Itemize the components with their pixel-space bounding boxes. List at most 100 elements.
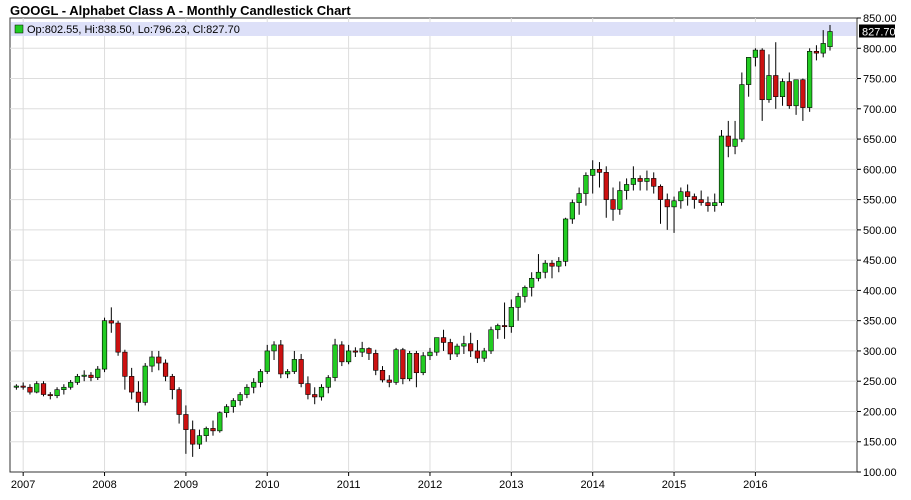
candle-body <box>705 202 711 206</box>
candle <box>305 376 311 400</box>
candle-body <box>725 135 731 147</box>
candle <box>779 78 786 106</box>
candle-body <box>590 169 596 176</box>
candle-body <box>156 356 162 364</box>
y-tick-label: 200.00 <box>863 406 897 418</box>
candle <box>752 48 759 67</box>
candle-body <box>210 428 216 432</box>
candle <box>766 54 772 103</box>
chart-title: GOOGL - Alphabet Class A - Monthly Candl… <box>10 3 351 18</box>
candle <box>793 79 799 115</box>
candle <box>271 341 277 361</box>
candle <box>820 30 826 58</box>
y-tick-label: 300.00 <box>863 346 897 358</box>
candle-body <box>610 199 616 210</box>
candle <box>68 379 74 390</box>
candle <box>196 429 203 449</box>
candle <box>359 341 365 357</box>
candle <box>47 392 53 400</box>
candle <box>115 320 121 356</box>
candle-body <box>529 277 535 288</box>
candle <box>434 337 440 356</box>
y-tick-label: 150.00 <box>863 437 897 449</box>
candle <box>698 190 704 206</box>
candle-body <box>420 355 426 374</box>
candle-body <box>339 344 345 363</box>
candle-body <box>251 382 257 388</box>
candle <box>678 187 684 209</box>
candle-body <box>305 383 311 395</box>
candle <box>386 375 392 388</box>
candle <box>637 175 643 191</box>
candle-body <box>630 178 636 185</box>
candle <box>190 420 196 457</box>
x-tick-label: 2007 <box>11 479 35 491</box>
candle <box>569 199 575 224</box>
candle-body <box>325 377 331 388</box>
y-tick-label: 800.00 <box>863 43 897 55</box>
candle <box>542 260 548 279</box>
candle-body <box>501 325 508 328</box>
candle <box>81 370 87 382</box>
candle <box>827 24 833 51</box>
candle <box>610 187 616 221</box>
candle-body <box>488 329 494 352</box>
y-tick-label: 100.00 <box>863 467 897 479</box>
x-tick-label: 2013 <box>499 479 523 491</box>
candle-body <box>169 376 175 390</box>
candle <box>481 347 487 362</box>
candle <box>122 349 128 390</box>
x-tick-label: 2015 <box>662 479 686 491</box>
candle <box>671 196 677 233</box>
candle <box>217 411 223 433</box>
candle-body <box>298 359 304 384</box>
candle <box>549 260 555 279</box>
candle-body <box>81 374 87 377</box>
candle <box>108 307 114 333</box>
candle-body <box>813 50 820 54</box>
candle-body <box>644 178 650 182</box>
y-tick-label: 250.00 <box>863 376 897 388</box>
candle-body <box>556 261 562 267</box>
candle <box>651 172 657 194</box>
candle <box>529 272 535 297</box>
candle-body <box>413 353 420 374</box>
candle <box>562 217 569 267</box>
candle <box>74 373 81 385</box>
candle-body <box>651 178 657 187</box>
candle-body <box>454 345 460 355</box>
candle-body <box>312 394 318 398</box>
x-tick-label: 2009 <box>174 479 198 491</box>
candle <box>407 350 413 382</box>
y-tick-label: 600.00 <box>863 164 897 176</box>
candle <box>590 160 596 194</box>
candle <box>427 347 433 361</box>
candle-body <box>162 362 169 377</box>
y-tick-label: 400.00 <box>863 285 897 297</box>
candle-body <box>807 50 813 108</box>
y-tick-label: 550.00 <box>863 195 897 207</box>
candle <box>813 45 820 61</box>
candle <box>332 338 338 382</box>
candle-body <box>569 202 575 220</box>
candle-body <box>440 337 447 343</box>
candle-body <box>718 135 725 203</box>
candle-body <box>746 57 752 85</box>
candle <box>61 384 67 395</box>
candle <box>251 378 257 394</box>
y-tick-label: 650.00 <box>863 134 897 146</box>
candle-body <box>257 371 264 383</box>
candle <box>54 387 60 399</box>
x-tick-label: 2016 <box>743 479 767 491</box>
candle <box>468 332 474 357</box>
candle-body <box>427 351 433 357</box>
candle <box>603 166 609 218</box>
candle <box>339 341 345 367</box>
candle-body <box>40 383 47 395</box>
candle-body <box>685 191 691 197</box>
x-tick-label: 2011 <box>337 479 361 491</box>
grid <box>10 18 857 472</box>
candle <box>535 254 542 282</box>
candle <box>230 398 236 413</box>
candle <box>705 196 711 212</box>
